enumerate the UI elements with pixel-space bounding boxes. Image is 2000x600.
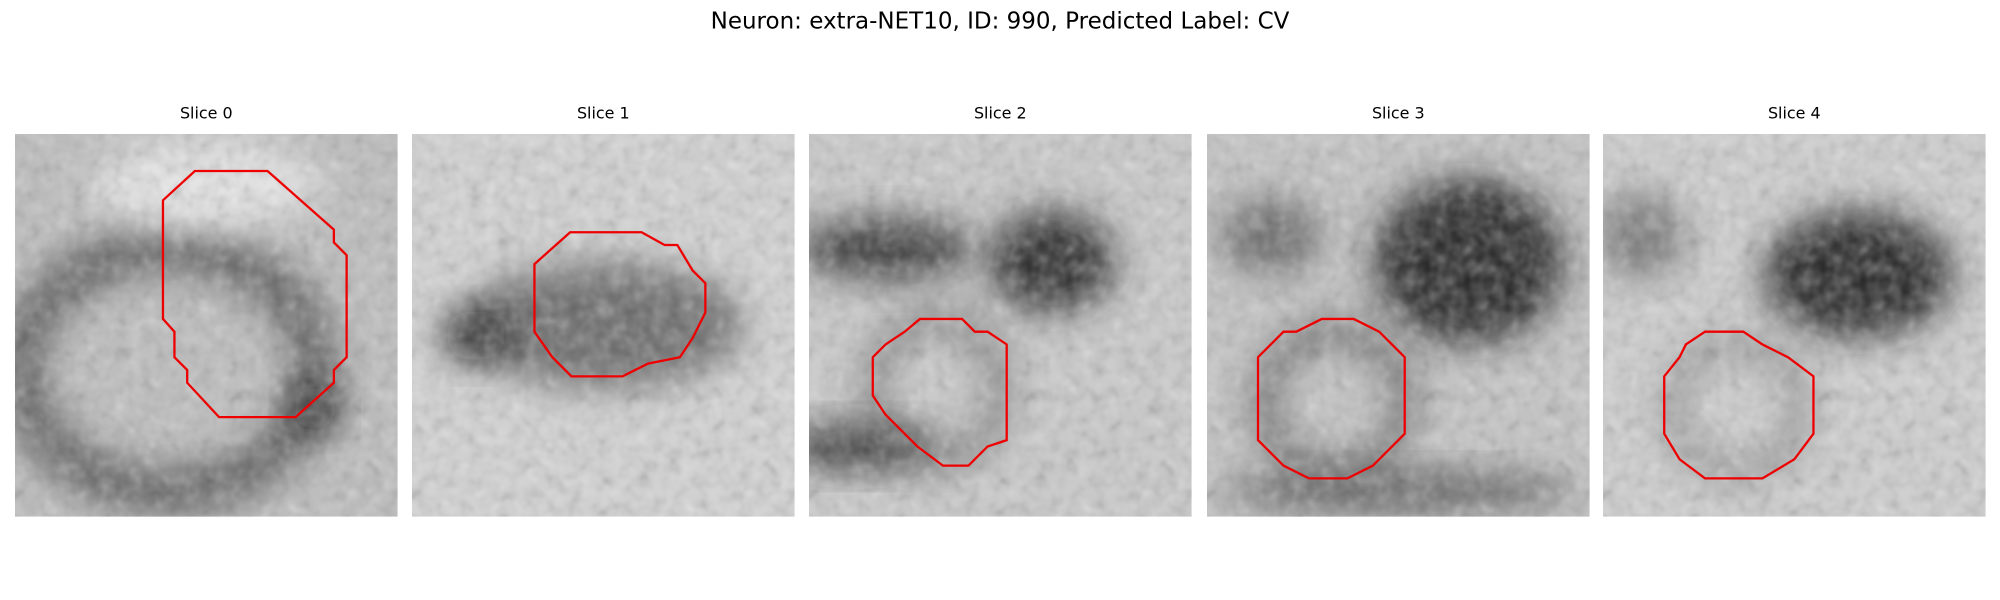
figure-title: Neuron: extra-NET10, ID: 990, Predicted …: [711, 9, 1290, 35]
panel-title: Slice 2: [974, 104, 1027, 123]
contour: [1256, 317, 1406, 480]
contour: [161, 169, 348, 419]
contour: [1663, 330, 1815, 480]
contour: [533, 231, 707, 378]
panel-title: Slice 1: [577, 104, 630, 123]
panel: Slice 1: [412, 104, 795, 517]
panel-title: Slice 0: [180, 104, 233, 123]
panel-title: Slice 4: [1768, 104, 1821, 123]
panel: Slice 0: [15, 104, 398, 517]
panel: Slice 2: [809, 104, 1192, 517]
contour: [871, 317, 1008, 467]
panel-title: Slice 3: [1372, 104, 1425, 123]
panel: Slice 4: [1603, 104, 1986, 517]
panel: Slice 3: [1207, 104, 1590, 517]
